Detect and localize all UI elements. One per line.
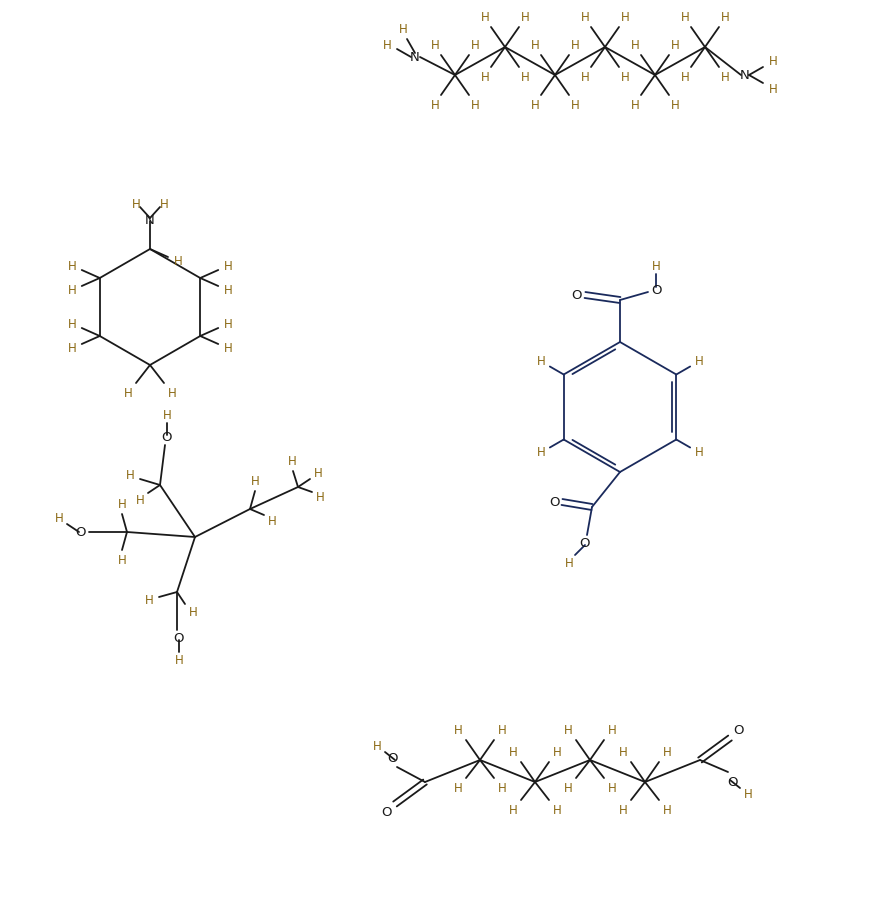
Text: H: H	[315, 491, 324, 503]
Text: O: O	[650, 283, 661, 297]
Text: H: H	[453, 724, 462, 736]
Text: H: H	[67, 342, 76, 354]
Text: H: H	[132, 197, 141, 211]
Text: H: H	[168, 387, 177, 399]
Text: H: H	[470, 39, 479, 51]
Text: H: H	[314, 466, 323, 480]
Text: H: H	[631, 39, 640, 51]
Text: H: H	[769, 55, 778, 67]
Text: H: H	[670, 39, 679, 51]
Text: H: H	[720, 11, 729, 23]
Text: H: H	[530, 99, 539, 111]
Text: H: H	[163, 408, 171, 422]
Text: H: H	[621, 71, 629, 83]
Text: H: H	[124, 387, 133, 399]
Text: H: H	[537, 355, 546, 368]
Text: H: H	[144, 594, 153, 606]
Text: H: H	[67, 318, 76, 330]
Text: H: H	[135, 493, 144, 507]
Text: H: H	[720, 71, 729, 83]
Text: H: H	[175, 654, 184, 666]
Text: H: H	[663, 804, 671, 816]
Text: O: O	[733, 724, 744, 736]
Text: H: H	[521, 71, 530, 83]
Text: H: H	[224, 342, 233, 354]
Text: O: O	[727, 776, 737, 788]
Text: H: H	[553, 745, 562, 759]
Text: H: H	[694, 355, 703, 368]
Text: H: H	[571, 99, 580, 111]
Text: O: O	[382, 806, 392, 818]
Text: H: H	[564, 724, 573, 736]
Text: H: H	[55, 511, 64, 525]
Text: H: H	[769, 83, 778, 95]
Text: H: H	[189, 605, 197, 619]
Text: H: H	[530, 39, 539, 51]
Text: O: O	[76, 526, 86, 538]
Text: H: H	[497, 781, 506, 795]
Text: H: H	[670, 99, 679, 111]
Text: H: H	[117, 553, 126, 567]
Text: H: H	[268, 515, 276, 527]
Text: H: H	[581, 71, 590, 83]
Text: H: H	[251, 475, 259, 487]
Text: N: N	[740, 68, 750, 82]
Text: H: H	[581, 11, 590, 23]
Text: H: H	[373, 739, 382, 753]
Text: H: H	[67, 259, 76, 273]
Text: H: H	[159, 197, 168, 211]
Text: H: H	[480, 11, 489, 23]
Text: H: H	[509, 745, 517, 759]
Text: H: H	[744, 788, 753, 800]
Text: N: N	[145, 213, 155, 227]
Text: H: H	[651, 259, 660, 273]
Text: O: O	[162, 431, 172, 443]
Text: H: H	[224, 318, 233, 330]
Text: H: H	[618, 745, 627, 759]
Text: H: H	[663, 745, 671, 759]
Text: H: H	[470, 99, 479, 111]
Text: H: H	[521, 11, 530, 23]
Text: H: H	[480, 71, 489, 83]
Text: H: H	[564, 781, 573, 795]
Text: H: H	[431, 99, 439, 111]
Text: H: H	[509, 804, 517, 816]
Text: H: H	[497, 724, 506, 736]
Text: H: H	[631, 99, 640, 111]
Text: H: H	[618, 804, 627, 816]
Text: H: H	[553, 804, 562, 816]
Text: H: H	[681, 71, 689, 83]
Text: H: H	[694, 446, 703, 459]
Text: H: H	[571, 39, 580, 51]
Text: H: H	[117, 498, 126, 510]
Text: H: H	[681, 11, 689, 23]
Text: O: O	[580, 536, 590, 550]
Text: O: O	[548, 495, 559, 509]
Text: H: H	[125, 468, 134, 482]
Text: H: H	[67, 283, 76, 297]
Text: H: H	[431, 39, 439, 51]
Text: H: H	[537, 446, 546, 459]
Text: N: N	[410, 50, 420, 64]
Text: H: H	[288, 455, 297, 467]
Text: O: O	[174, 631, 185, 645]
Text: H: H	[399, 22, 408, 36]
Text: H: H	[453, 781, 462, 795]
Text: H: H	[607, 724, 616, 736]
Text: H: H	[607, 781, 616, 795]
Text: H: H	[174, 255, 183, 267]
Text: O: O	[388, 752, 398, 764]
Text: H: H	[224, 283, 233, 297]
Text: H: H	[224, 259, 233, 273]
Text: O: O	[572, 289, 582, 301]
Text: H: H	[621, 11, 629, 23]
Text: H: H	[564, 556, 573, 570]
Text: H: H	[383, 39, 392, 51]
